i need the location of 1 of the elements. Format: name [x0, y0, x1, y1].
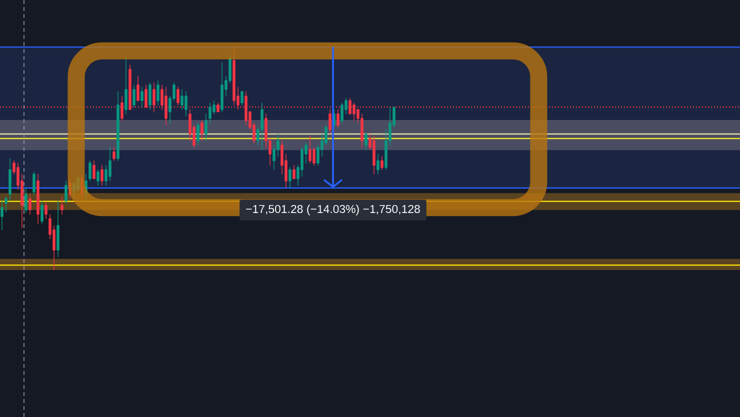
annotation: −17,501.28 (−14.03%) −1,750,128 — [246, 204, 420, 216]
